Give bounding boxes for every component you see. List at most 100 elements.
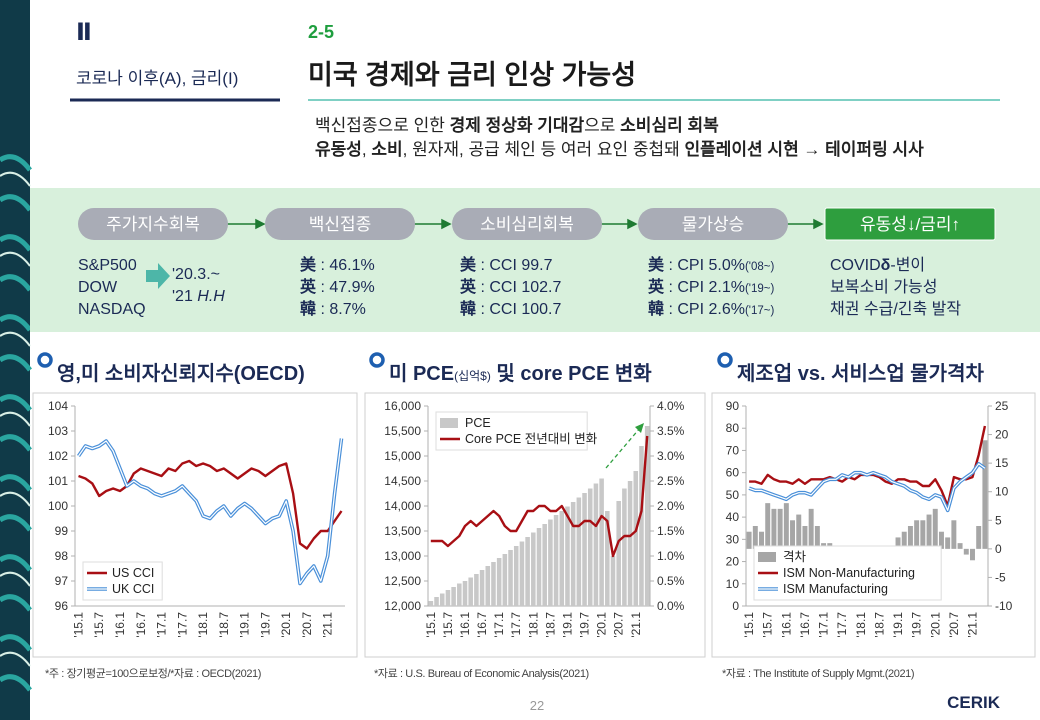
x-tick-label: '17.7 — [835, 612, 849, 638]
bar — [639, 446, 644, 606]
bar — [765, 503, 771, 549]
bar — [759, 531, 764, 549]
y2-tick-label: 25 — [995, 399, 1009, 413]
y-tick-label: 103 — [48, 424, 68, 438]
bar — [553, 515, 559, 606]
y2-tick-label: 15 — [995, 456, 1009, 470]
y2-tick-label: 0.0% — [657, 599, 685, 613]
x-tick-label: '18.1 — [196, 612, 210, 638]
y-tick-label: 104 — [48, 399, 68, 413]
flow-arrows — [226, 218, 824, 230]
chart-title: 제조업 vs. 서비스업 물가격차 — [737, 362, 984, 385]
y2-tick-label: -5 — [995, 570, 1006, 584]
flow-period: '20.3.~ — [172, 266, 220, 283]
x-tick-label: '19.7 — [910, 612, 924, 638]
bar — [907, 526, 913, 549]
y2-tick-label: 2.0% — [657, 499, 685, 513]
flow-step-label: 주가지수회복 — [106, 215, 200, 234]
text-segment: 으로 — [584, 116, 620, 135]
bar — [496, 558, 502, 606]
x-tick-label: '18.7 — [217, 612, 231, 638]
bar — [519, 541, 525, 606]
text-segment: : CPI 5.0% — [664, 257, 745, 274]
flow-detail: 英 : CPI 2.1%('19~) — [647, 277, 775, 296]
y2-tick-label: 3.5% — [657, 424, 685, 438]
bar — [796, 514, 802, 549]
text-segment: : CCI 100.7 — [476, 301, 561, 318]
summary-line: 유동성, 소비, 원자재, 공급 체인 등 여러 요인 중첩돼 인플레이션 시현… — [315, 140, 924, 159]
legend-swatch — [440, 418, 458, 428]
bar — [457, 583, 462, 606]
side-waves — [0, 154, 32, 692]
bar — [451, 587, 456, 606]
x-tick-label: '19.7 — [578, 612, 592, 638]
text-segment: '21 — [172, 288, 197, 305]
bar — [605, 511, 610, 606]
logo: CERIK — [947, 693, 1001, 712]
flow-detail: 韓 : CPI 2.6%('17~) — [648, 299, 775, 318]
period-arrow — [146, 263, 170, 289]
bar — [525, 537, 530, 606]
legend-label: 격차 — [783, 550, 807, 564]
bar — [559, 511, 565, 606]
bar — [945, 537, 951, 549]
page-number: 22 — [530, 698, 544, 713]
flow-detail: 채권 수급/긴축 발작 — [830, 300, 961, 318]
x-tick-label: '16.7 — [798, 612, 812, 638]
bar — [565, 506, 570, 606]
bar — [479, 570, 485, 606]
y-tick-label: 10 — [726, 577, 740, 591]
trend-arrow-head — [635, 423, 644, 433]
text-segment: 경제 정상화 기대감 — [450, 116, 585, 135]
y-tick-label: 96 — [55, 599, 69, 613]
x-tick-label: '20.1 — [279, 612, 293, 638]
flow-detail: 美 : 46.1% — [300, 255, 375, 274]
side-waves-light — [0, 171, 31, 667]
line — [78, 459, 343, 550]
y-tick-label: 40 — [726, 510, 740, 524]
legend-label: PCE — [465, 416, 491, 430]
text-segment: : 46.1% — [316, 257, 375, 274]
line-inner — [748, 463, 986, 511]
y2-tick-label: 1.5% — [657, 524, 685, 538]
legend-label: ISM Non-Manufacturing — [783, 566, 915, 580]
legend-swatch — [758, 552, 776, 562]
chart-title: 영,미 소비자신뢰지수(OECD) — [57, 362, 305, 385]
line-inner — [78, 438, 343, 585]
y2-tick-label: 5 — [995, 513, 1002, 527]
chart-title-unit: (십억$) — [454, 369, 491, 383]
text-segment: COVID — [830, 257, 881, 274]
text-segment: H.H — [197, 288, 225, 305]
trend-arrow — [605, 427, 641, 469]
flow-detail: 美 : CCI 99.7 — [460, 255, 553, 274]
bar — [932, 508, 938, 549]
x-tick-label: '20.1 — [595, 612, 609, 638]
bar — [593, 483, 599, 606]
bar — [445, 590, 451, 606]
legend-box — [82, 561, 163, 601]
chart-title-main: 미 PCE — [389, 362, 454, 385]
bar — [970, 548, 975, 561]
x-tick-label: '17.7 — [509, 612, 523, 638]
bar — [548, 519, 553, 606]
x-tick-label: '17.1 — [817, 612, 831, 638]
text-segment: : CPI 2.1% — [664, 279, 745, 296]
flow-detail: 보복소비 가능성 — [830, 278, 938, 296]
text-segment: : 8.7% — [316, 301, 366, 318]
y2-tick-label: 0 — [995, 542, 1002, 556]
x-tick-label: '21.1 — [965, 612, 979, 638]
text-segment: NASDAQ — [78, 301, 146, 318]
text-segment: 英 — [647, 277, 665, 296]
flow-detail: 韓 : 8.7% — [300, 299, 366, 318]
x-tick-label: '15.7 — [92, 612, 106, 638]
bar — [790, 520, 796, 549]
x-tick-label: '16.7 — [134, 612, 148, 638]
chart-title-end: 및 core PCE 변화 — [491, 362, 652, 385]
bar — [439, 593, 445, 606]
chart-title-main: 제조업 vs. 서비스업 물가격차 — [737, 362, 984, 385]
bar — [508, 550, 513, 606]
chart-title-main: 영,미 소비자신뢰지수(OECD) — [57, 362, 305, 385]
flow-step-label: 물가상승 — [682, 215, 745, 234]
y2-tick-label: 2.5% — [657, 474, 685, 488]
